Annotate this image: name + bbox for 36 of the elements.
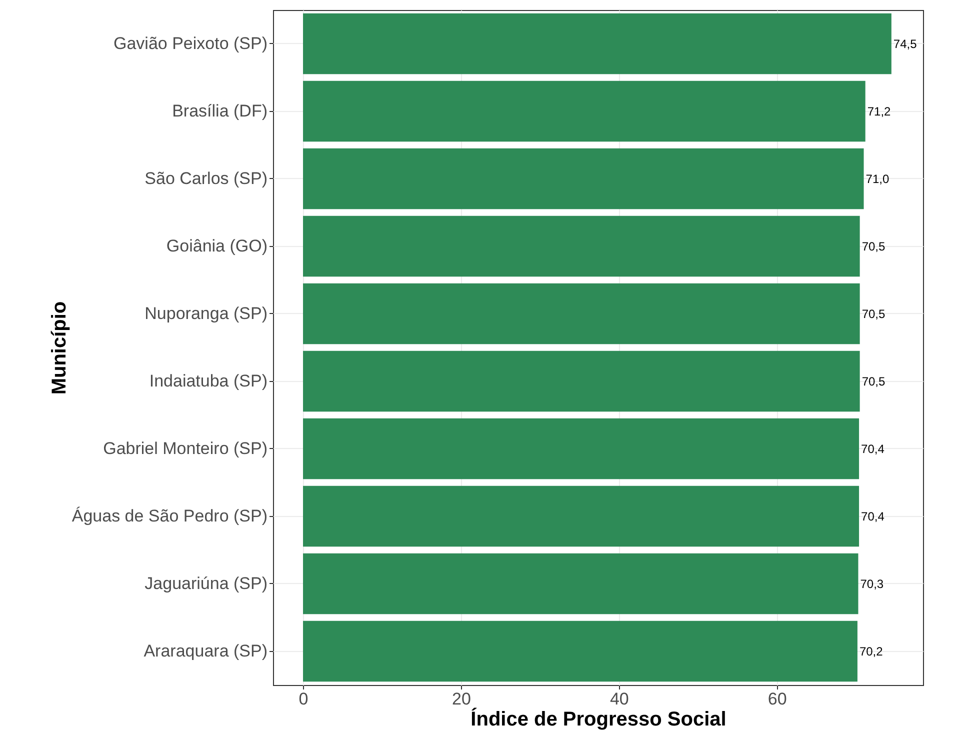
bar [303,283,860,344]
data-label: 70,3 [860,576,884,591]
data-label: 70,4 [861,442,885,456]
bar [303,418,860,480]
y-tick-label: São Carlos (SP) [144,168,268,188]
x-tick-label: 0 [298,690,308,708]
y-tick-label: Gavião Peixoto (SP) [113,34,268,53]
y-tick-label: Gabriel Monteiro (SP) [103,438,268,458]
data-label: 70,4 [861,509,885,524]
y-tick-label: Jaguariúna (SP) [144,574,268,593]
bar [303,553,858,614]
bar [303,80,866,142]
data-label: 71,0 [866,172,890,186]
y-tick-label: Goiânia (GO) [166,236,268,256]
x-tick-label: 60 [768,690,787,708]
bar [303,620,858,682]
bar [303,350,860,412]
y-tick-label: Araraquara (SP) [144,641,268,660]
data-label: 70,5 [862,374,886,388]
bar [303,216,860,277]
data-label: 70,5 [862,239,886,254]
y-tick-label: Indaiatuba (SP) [149,371,268,390]
bar [303,148,864,210]
data-label: 70,5 [862,306,886,321]
data-label: 71,2 [867,104,892,118]
data-label: 70,2 [859,644,884,658]
y-tick-label: Brasília (DF) [172,101,268,120]
bar [303,13,892,74]
bar [303,486,860,547]
x-tick-label: 40 [610,690,629,708]
x-tick-label: 20 [452,690,471,708]
data-label: 74,5 [893,36,918,51]
y-tick-label: Nuporanga (SP) [144,304,268,323]
x-axis-title: Índice de Progresso Social [470,708,726,730]
y-axis-title: Município [48,301,70,395]
y-tick-label: Águas de São Pedro (SP) [72,506,268,526]
